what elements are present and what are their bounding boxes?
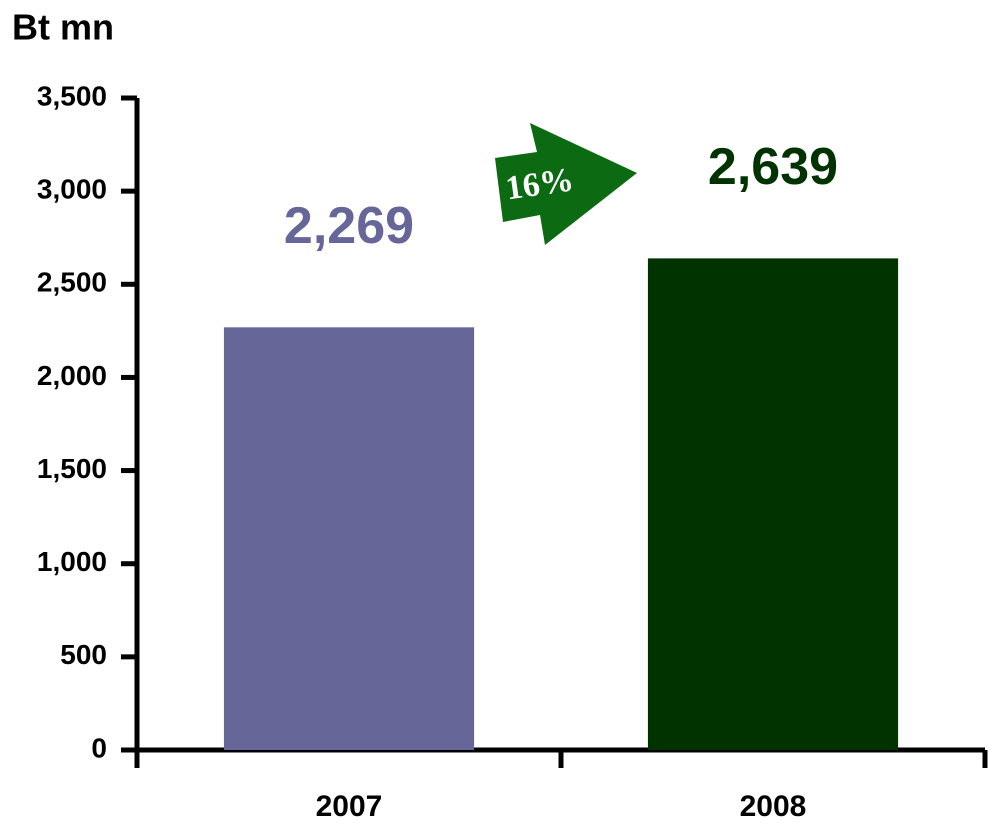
- y-axis-label: Bt mn: [12, 7, 114, 48]
- value-label: 2,639: [708, 138, 838, 196]
- y-tick-label: 2,000: [37, 360, 107, 391]
- y-tick-label: 3,000: [37, 174, 107, 205]
- y-tick-label: 1,500: [37, 453, 107, 484]
- x-tick-label: 2007: [316, 790, 383, 823]
- arrow-shape: [495, 123, 637, 245]
- y-tick-label: 2,500: [37, 267, 107, 298]
- y-tick-label: 0: [91, 732, 107, 763]
- y-tick-label: 1,000: [37, 546, 107, 577]
- x-tick-label: 2008: [740, 790, 807, 823]
- growth-arrow: 16%: [495, 123, 637, 245]
- y-tick-label: 3,500: [37, 80, 107, 111]
- bar: [647, 258, 899, 750]
- y-tick-label: 500: [60, 639, 107, 670]
- bar: [223, 327, 475, 750]
- value-label: 2,269: [284, 197, 414, 255]
